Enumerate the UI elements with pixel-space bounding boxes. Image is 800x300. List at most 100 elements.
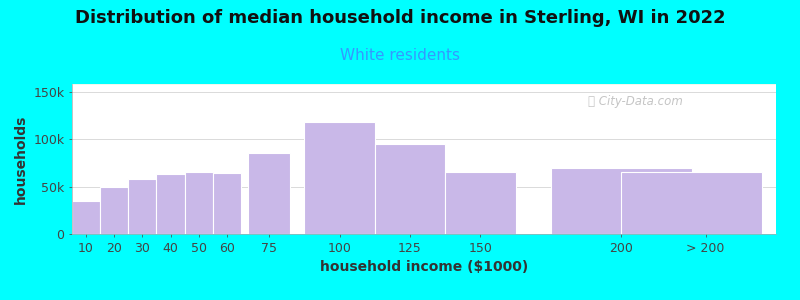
Bar bbox=[72, 84, 776, 86]
Bar bbox=[72, 84, 776, 86]
Bar bbox=[72, 85, 776, 87]
Bar bbox=[72, 85, 776, 86]
Bar bbox=[72, 85, 776, 87]
Bar bbox=[72, 85, 776, 87]
Bar bbox=[157, 174, 185, 234]
Bar bbox=[72, 85, 776, 86]
Bar bbox=[72, 84, 776, 86]
Bar bbox=[72, 85, 776, 87]
Bar bbox=[72, 84, 776, 86]
Bar bbox=[72, 85, 776, 86]
Bar bbox=[72, 84, 776, 86]
Bar bbox=[72, 85, 776, 87]
Bar bbox=[72, 84, 776, 86]
Bar bbox=[72, 85, 776, 86]
Bar bbox=[72, 85, 776, 87]
Bar bbox=[72, 85, 776, 87]
Bar bbox=[72, 85, 776, 87]
Bar bbox=[72, 85, 776, 86]
Bar bbox=[72, 84, 776, 86]
Bar bbox=[72, 84, 776, 86]
Bar bbox=[72, 84, 776, 86]
Bar bbox=[72, 85, 776, 86]
Text: Distribution of median household income in Sterling, WI in 2022: Distribution of median household income … bbox=[74, 9, 726, 27]
Bar bbox=[72, 85, 776, 86]
Bar bbox=[72, 85, 776, 86]
Bar bbox=[72, 85, 776, 87]
Bar bbox=[72, 85, 776, 86]
Bar bbox=[72, 85, 776, 86]
Bar bbox=[72, 85, 776, 86]
Bar bbox=[72, 85, 776, 86]
X-axis label: household income ($1000): household income ($1000) bbox=[320, 260, 528, 274]
Bar bbox=[72, 84, 776, 86]
Bar bbox=[72, 85, 776, 86]
Bar bbox=[72, 84, 776, 86]
Bar bbox=[72, 85, 776, 86]
Bar bbox=[72, 85, 776, 86]
Text: White residents: White residents bbox=[340, 48, 460, 63]
Bar bbox=[72, 85, 776, 86]
Bar bbox=[72, 84, 776, 86]
Bar bbox=[72, 84, 776, 86]
Bar bbox=[100, 187, 128, 234]
Bar bbox=[72, 85, 776, 86]
Bar bbox=[72, 85, 776, 87]
Bar bbox=[72, 84, 776, 86]
Bar bbox=[72, 84, 776, 86]
Bar bbox=[72, 85, 776, 87]
Bar bbox=[72, 85, 776, 86]
Bar bbox=[72, 84, 776, 86]
Bar bbox=[72, 85, 776, 86]
Bar bbox=[72, 85, 776, 87]
Bar bbox=[72, 85, 776, 86]
Bar bbox=[72, 85, 776, 86]
Bar bbox=[72, 85, 776, 87]
Bar bbox=[72, 84, 776, 86]
Bar bbox=[72, 84, 776, 86]
Bar bbox=[72, 84, 776, 86]
Bar bbox=[72, 85, 776, 87]
Bar bbox=[248, 153, 290, 234]
Bar bbox=[72, 85, 776, 86]
Bar bbox=[72, 85, 776, 87]
Bar bbox=[72, 85, 776, 87]
Bar bbox=[72, 85, 776, 86]
Bar bbox=[128, 179, 157, 234]
Bar bbox=[72, 85, 776, 86]
Bar bbox=[72, 85, 776, 87]
Bar bbox=[72, 85, 776, 86]
Bar bbox=[72, 84, 776, 86]
Bar bbox=[72, 84, 776, 86]
Bar bbox=[72, 84, 776, 86]
Bar bbox=[72, 85, 776, 87]
Bar bbox=[72, 84, 776, 86]
Bar bbox=[374, 144, 445, 234]
Bar bbox=[72, 84, 776, 86]
Bar bbox=[72, 85, 776, 86]
Bar bbox=[72, 85, 776, 87]
Bar bbox=[72, 201, 100, 234]
Bar bbox=[72, 84, 776, 86]
Y-axis label: households: households bbox=[14, 114, 28, 204]
Bar bbox=[72, 85, 776, 86]
Bar bbox=[72, 84, 776, 86]
Bar bbox=[72, 85, 776, 87]
Bar bbox=[72, 85, 776, 86]
Bar bbox=[445, 172, 515, 234]
Bar bbox=[72, 84, 776, 86]
Bar bbox=[185, 172, 213, 234]
Bar bbox=[72, 85, 776, 86]
Bar bbox=[72, 85, 776, 87]
Bar bbox=[72, 85, 776, 86]
Bar bbox=[213, 173, 241, 234]
Bar bbox=[72, 85, 776, 86]
Bar bbox=[550, 167, 691, 234]
Bar bbox=[72, 84, 776, 86]
Bar bbox=[72, 85, 776, 87]
Bar bbox=[72, 85, 776, 86]
Bar bbox=[72, 84, 776, 86]
Bar bbox=[72, 85, 776, 86]
Bar bbox=[621, 172, 762, 234]
Bar bbox=[72, 85, 776, 86]
